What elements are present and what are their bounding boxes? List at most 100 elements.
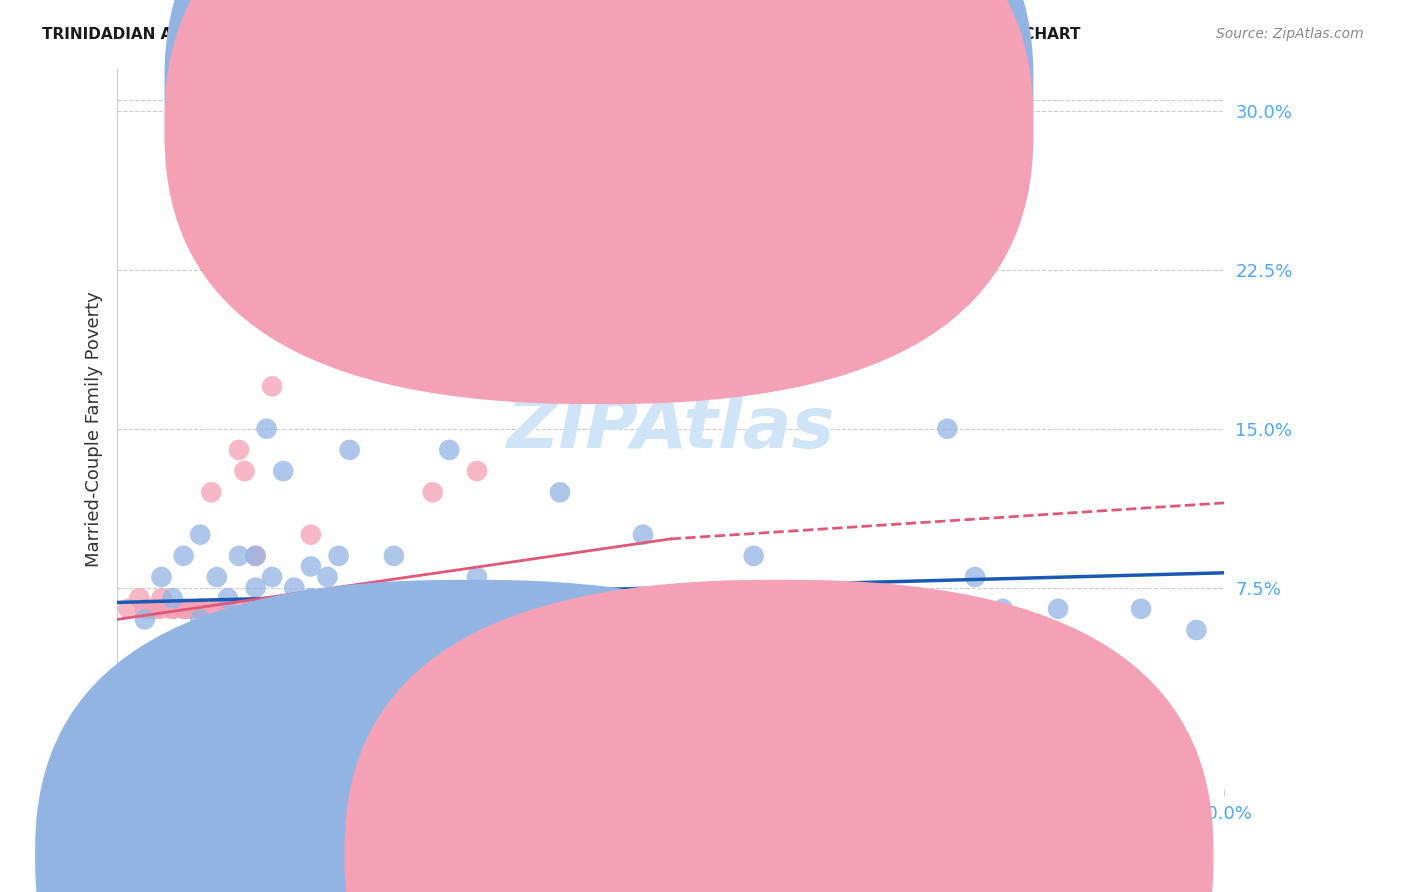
Point <box>714 602 737 616</box>
Point <box>150 591 173 606</box>
Point <box>162 602 184 616</box>
Text: R =: R = <box>620 116 659 134</box>
Point <box>1047 602 1070 616</box>
Point <box>465 602 488 616</box>
Text: ZIPAtlas: ZIPAtlas <box>506 394 835 463</box>
Point <box>245 549 267 563</box>
Point <box>316 570 339 584</box>
Point <box>742 602 765 616</box>
Point <box>770 602 793 616</box>
Point <box>688 602 710 616</box>
Point <box>991 602 1014 616</box>
Point <box>217 602 239 616</box>
Point <box>482 602 505 616</box>
Point <box>1185 623 1208 637</box>
Point <box>537 602 560 616</box>
Point <box>344 602 367 616</box>
Text: 87: 87 <box>813 116 838 134</box>
Point <box>256 422 278 436</box>
Text: 50: 50 <box>813 76 838 94</box>
Point <box>228 442 250 457</box>
Point <box>522 602 544 616</box>
Point <box>328 602 350 616</box>
Point <box>576 379 599 393</box>
Point <box>245 549 267 563</box>
Point <box>494 602 516 616</box>
Point <box>271 602 294 616</box>
Point <box>305 602 328 616</box>
Point <box>963 570 986 584</box>
Point <box>825 602 848 616</box>
Point <box>659 602 682 616</box>
Point <box>605 252 627 267</box>
Text: Source: ZipAtlas.com: Source: ZipAtlas.com <box>1216 27 1364 41</box>
Point <box>262 570 284 584</box>
Text: N =: N = <box>737 76 794 94</box>
Text: Trinidadians and Tobagonians: Trinidadians and Tobagonians <box>489 846 734 863</box>
Point <box>188 602 211 616</box>
Point <box>382 549 405 563</box>
Point <box>228 602 250 616</box>
Point <box>797 602 820 616</box>
Point <box>228 549 250 563</box>
Point <box>339 602 361 616</box>
Point <box>188 612 211 626</box>
Point <box>150 570 173 584</box>
Point <box>283 581 305 595</box>
Point <box>217 602 239 616</box>
Y-axis label: Married-Couple Family Poverty: Married-Couple Family Poverty <box>86 291 103 566</box>
Point <box>299 559 322 574</box>
Point <box>256 602 278 616</box>
Point <box>134 602 156 616</box>
Point <box>439 602 461 616</box>
Point <box>256 602 278 616</box>
Point <box>134 612 156 626</box>
Point <box>494 602 516 616</box>
Point <box>399 602 422 616</box>
Point <box>411 602 433 616</box>
Point <box>262 379 284 393</box>
Point <box>880 146 903 161</box>
Point <box>659 602 682 616</box>
Point <box>233 464 256 478</box>
Point <box>354 602 377 616</box>
Point <box>271 602 294 616</box>
Text: 20.0%: 20.0% <box>1195 805 1253 823</box>
Text: 0.103: 0.103 <box>662 76 713 94</box>
Point <box>494 602 516 616</box>
Point <box>880 602 903 616</box>
Point <box>162 591 184 606</box>
Point <box>328 602 350 616</box>
Point <box>394 602 416 616</box>
Point <box>173 602 195 616</box>
Point <box>339 442 361 457</box>
Point <box>825 602 848 616</box>
Point <box>128 591 150 606</box>
Point <box>605 602 627 616</box>
Point <box>217 591 239 606</box>
Point <box>162 602 184 616</box>
Point <box>576 602 599 616</box>
Point <box>316 602 339 616</box>
Point <box>688 602 710 616</box>
Point <box>328 549 350 563</box>
Point <box>422 485 444 500</box>
Point <box>454 602 477 616</box>
Point <box>742 549 765 563</box>
Point <box>505 602 527 616</box>
Point <box>439 602 461 616</box>
Point <box>548 485 571 500</box>
Text: Immigrants from Ghana: Immigrants from Ghana <box>799 846 997 863</box>
Point <box>200 485 222 500</box>
Point <box>522 591 544 606</box>
Point <box>366 602 388 616</box>
Point <box>245 581 267 595</box>
Point <box>449 602 471 616</box>
Point <box>245 602 267 616</box>
Point <box>299 527 322 541</box>
Point <box>179 602 201 616</box>
Point <box>465 464 488 478</box>
Point <box>205 602 228 616</box>
Point <box>465 602 488 616</box>
Point <box>299 591 322 606</box>
